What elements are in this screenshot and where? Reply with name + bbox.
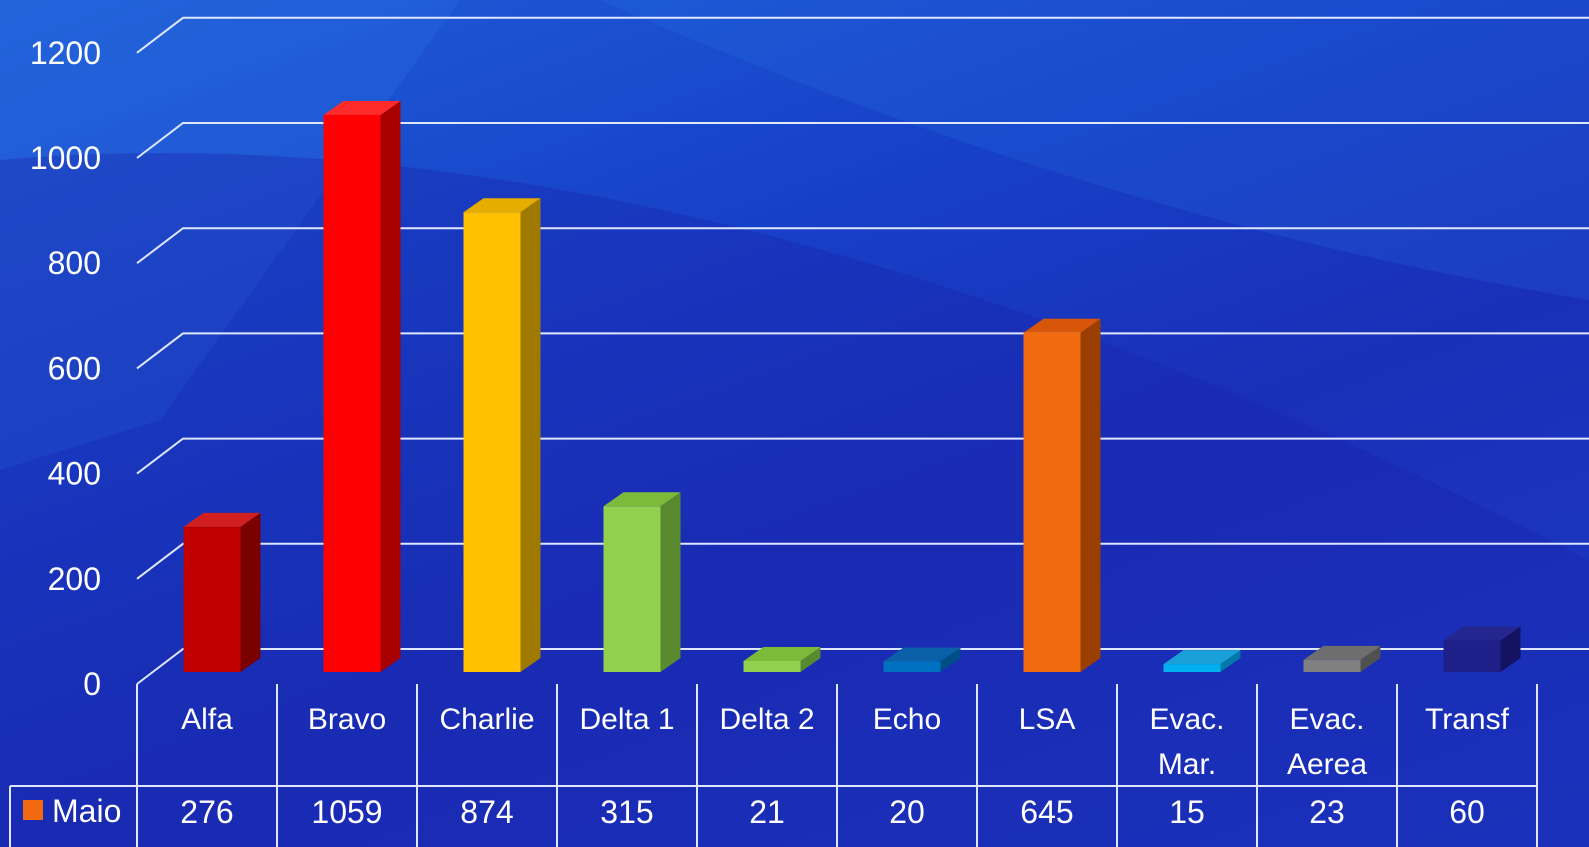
table-value: 874 — [460, 794, 513, 830]
gridlines — [136, 16, 1589, 685]
y-tick-label: 200 — [48, 561, 101, 597]
bar — [603, 492, 681, 672]
category-label-line: Evac. — [1289, 703, 1364, 736]
category-label: Delta 2 — [719, 703, 814, 736]
bars — [183, 100, 1521, 672]
category-label: Echo — [873, 703, 941, 736]
table-value: 15 — [1169, 794, 1205, 830]
table-value: 60 — [1449, 794, 1485, 830]
bar-side — [1220, 650, 1241, 672]
table-value: 1059 — [311, 794, 382, 830]
bar-front — [1303, 659, 1361, 672]
table-value: 276 — [180, 794, 233, 830]
gridline — [136, 122, 1589, 159]
bar-top — [1303, 645, 1381, 660]
category-label: Delta 1 — [579, 703, 674, 736]
bar — [883, 647, 961, 672]
category-label-line: Charlie — [439, 703, 534, 736]
bar-top — [1023, 318, 1101, 333]
bar — [1443, 626, 1521, 672]
table-value: 23 — [1309, 794, 1345, 830]
y-tick-label: 600 — [48, 350, 101, 386]
bar-front — [323, 114, 381, 672]
category-label: Bravo — [308, 703, 386, 736]
bar-front — [183, 526, 241, 672]
bar — [183, 512, 261, 672]
bar-top — [603, 492, 681, 507]
bar — [1023, 318, 1101, 672]
legend-label: Maio — [52, 793, 121, 829]
bar-side — [380, 100, 401, 672]
bar-front — [1163, 664, 1221, 672]
bar-side — [1500, 626, 1521, 672]
y-tick-label: 0 — [83, 666, 101, 702]
category-label: Charlie — [439, 703, 534, 736]
category-label-line: Alfa — [181, 703, 233, 736]
data-table: Alfa 276 Bravo 1059 Charlie 874 Delta 1 315 Delt… — [9, 684, 1538, 847]
category-label: Alfa — [181, 703, 233, 736]
category-label-line: Transf — [1425, 703, 1510, 736]
legend-swatch — [23, 800, 43, 820]
bar-front — [1443, 640, 1501, 672]
bar-top — [1443, 626, 1521, 641]
bar-front — [883, 661, 941, 672]
y-axis-tick-labels: 0 200 400 600 800 1000 1200 — [30, 35, 101, 702]
category-label-line: Mar. — [1158, 748, 1216, 781]
gridline — [136, 16, 1589, 54]
bar — [743, 646, 821, 672]
table-value: 645 — [1020, 794, 1073, 830]
category-label-line: LSA — [1019, 703, 1076, 736]
bar — [323, 100, 401, 672]
category-label: Evac. Aerea — [1287, 703, 1367, 781]
bar-front — [603, 506, 661, 672]
table-value: 21 — [749, 794, 785, 830]
category-label: LSA — [1019, 703, 1076, 736]
bar-front — [1023, 332, 1081, 672]
bar-top — [1163, 650, 1241, 665]
bar-side — [800, 646, 821, 672]
bar — [1163, 650, 1241, 672]
bar-top — [323, 100, 401, 115]
category-label-line: Delta 2 — [719, 703, 814, 736]
category-label: Transf — [1425, 703, 1510, 736]
bar-front — [463, 212, 521, 672]
bar-top — [743, 646, 821, 661]
bar-top — [463, 198, 541, 213]
bar-front — [743, 660, 801, 672]
gridline — [136, 227, 1589, 264]
category-label-line: Delta 1 — [579, 703, 674, 736]
gridline — [136, 542, 1589, 580]
bar-side — [660, 492, 681, 672]
bar-side — [940, 647, 961, 672]
category-label: Evac. Mar. — [1149, 703, 1224, 781]
bar — [1303, 645, 1381, 672]
gridline — [136, 437, 1589, 475]
bar-side — [1080, 318, 1101, 672]
gridline — [136, 648, 1589, 685]
bar-top — [183, 512, 261, 527]
bar-side — [240, 512, 261, 672]
category-label-line: Evac. — [1149, 703, 1224, 736]
bar — [463, 198, 541, 672]
y-tick-label: 400 — [48, 456, 101, 492]
bar-side — [520, 198, 541, 672]
bar-side — [1360, 645, 1381, 672]
gridline — [136, 332, 1589, 370]
y-tick-label: 1200 — [30, 35, 101, 71]
table-value: 315 — [600, 794, 653, 830]
table-value: 20 — [889, 794, 925, 830]
category-label-line: Bravo — [308, 703, 386, 736]
category-label-line: Aerea — [1287, 748, 1367, 781]
bar-top — [883, 647, 961, 662]
y-tick-label: 800 — [48, 245, 101, 281]
y-tick-label: 1000 — [30, 140, 101, 176]
category-label-line: Echo — [873, 703, 941, 736]
